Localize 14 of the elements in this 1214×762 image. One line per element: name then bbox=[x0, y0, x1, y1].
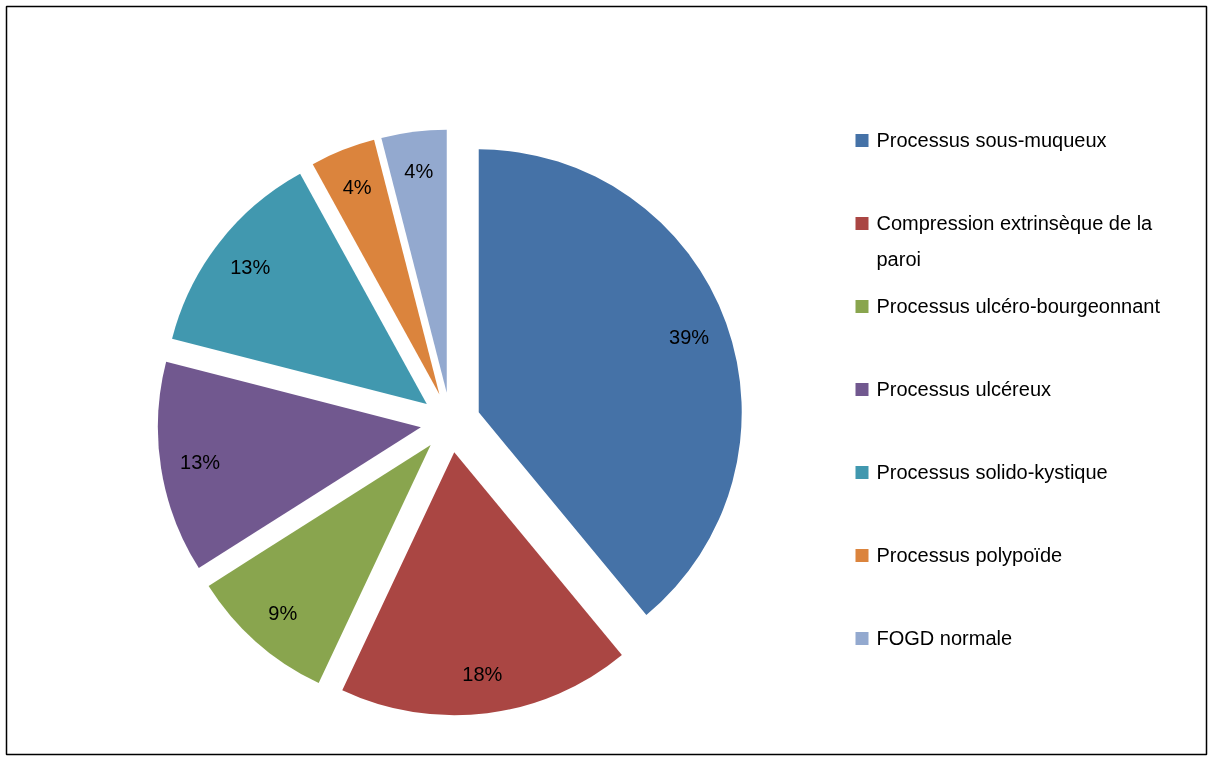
legend-label: Processus sous-muqueux bbox=[876, 128, 1107, 151]
legend-label: Processus ulcéro-bourgeonnant bbox=[876, 294, 1161, 317]
legend-label: Processus polypoïde bbox=[876, 543, 1063, 566]
data-label: 13% bbox=[180, 451, 221, 474]
data-label: 18% bbox=[462, 663, 503, 686]
data-label: 9% bbox=[268, 601, 298, 624]
legend-label: FOGD normale bbox=[876, 626, 1013, 649]
legend-label: Compression extrinsèque de la paroi bbox=[876, 211, 1154, 270]
legend-label: Processus solido-kystique bbox=[876, 460, 1108, 483]
legend-label: Processus ulcéreux bbox=[876, 377, 1052, 400]
data-label: 13% bbox=[230, 256, 271, 279]
data-label: 39% bbox=[669, 325, 710, 348]
data-label: 4% bbox=[404, 159, 434, 182]
data-label: 4% bbox=[342, 175, 372, 198]
